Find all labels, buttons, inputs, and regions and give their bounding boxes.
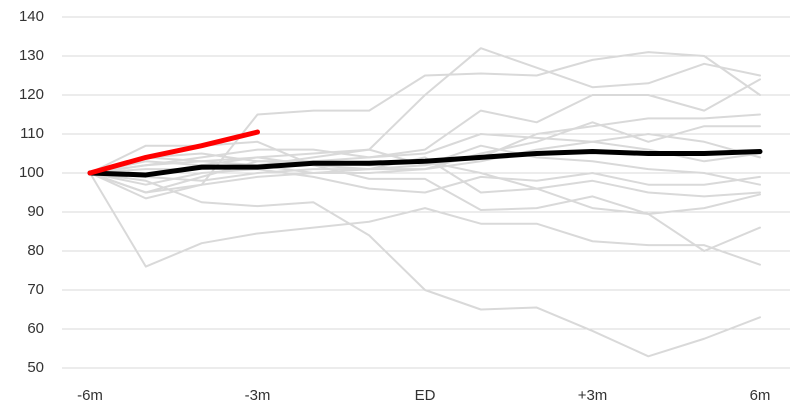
x-tick-label: -3m [245,387,271,404]
y-tick-label: 100 [19,164,44,181]
series-line [89,133,761,174]
series-line [89,78,761,174]
series-line [89,51,761,194]
series-line [89,140,761,182]
x-tick-label: -6m [77,387,103,404]
y-tick-label: 110 [20,125,44,142]
y-tick-label: 120 [19,86,44,103]
series-line [89,144,761,186]
y-tick-label: 130 [19,47,44,64]
y-tick-label: 80 [27,242,44,259]
y-tick-label: 50 [27,359,44,376]
series-line [87,149,763,178]
series-line [89,172,761,268]
x-tick-label: +3m [578,387,608,404]
x-tick-label: 6m [750,387,771,404]
series-line [87,129,260,176]
y-tick-label: 60 [27,320,44,337]
y-tick-label: 90 [27,203,44,220]
series-line [89,168,761,194]
y-tick-label: 140 [19,8,44,25]
x-tick-label: ED [415,387,436,404]
y-tick-label: 70 [27,281,44,298]
series-line [89,172,761,358]
series-line [89,156,761,252]
